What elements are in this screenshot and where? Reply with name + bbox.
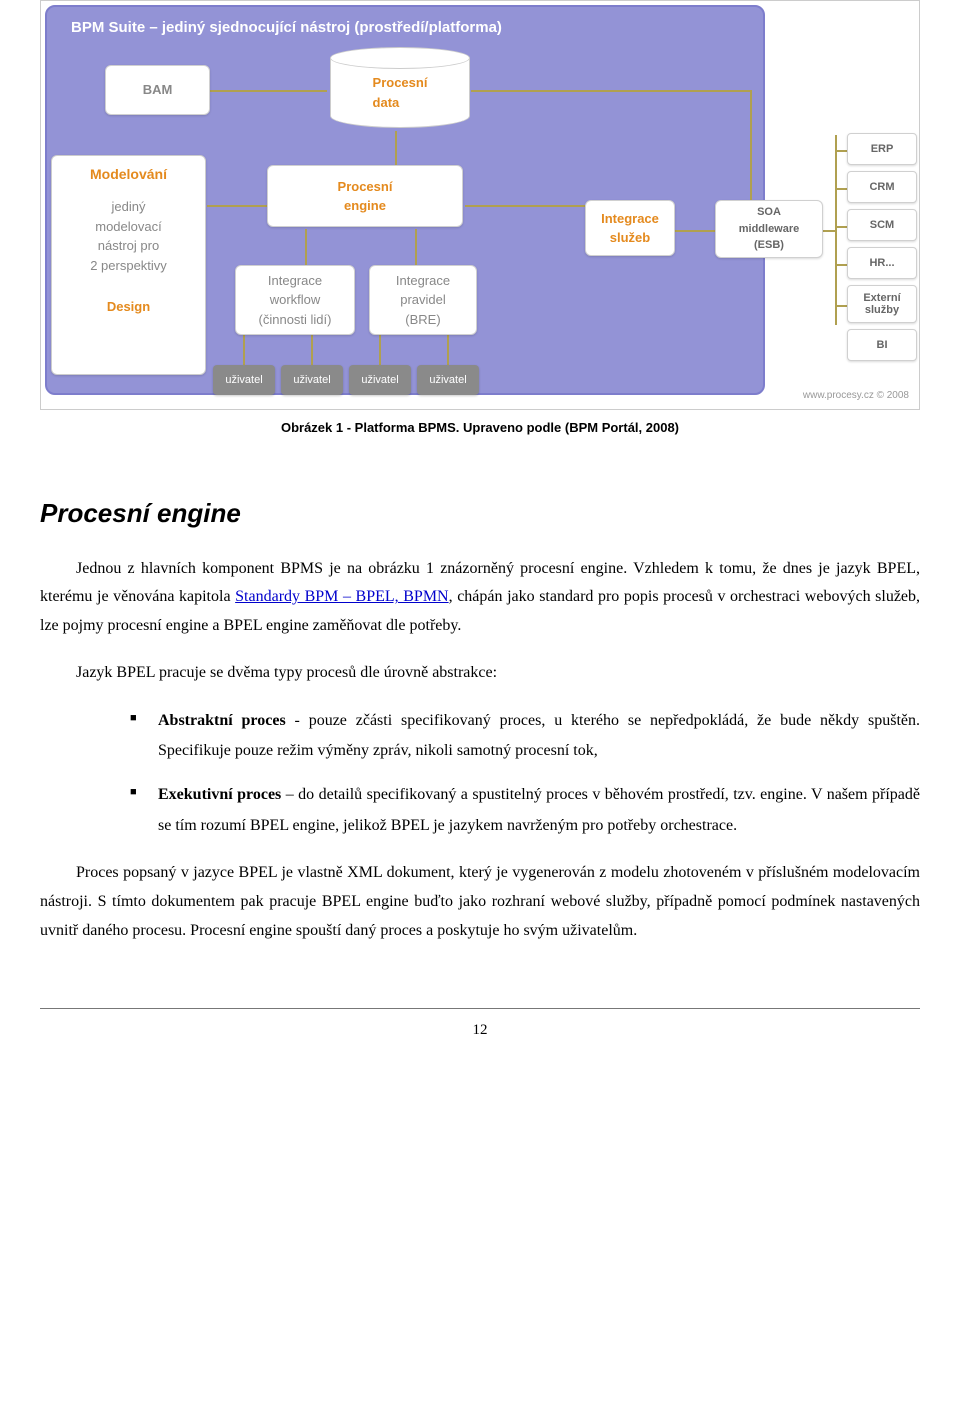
procesni-data-cylinder: Procesní data	[330, 47, 470, 128]
li1-bold: Abstraktní proces	[158, 712, 286, 729]
section-heading: Procesní engine	[40, 494, 920, 533]
procesni-engine-box: Procesní engine	[267, 165, 463, 227]
integrace-sluzeb-box: Integrace služeb	[585, 200, 675, 256]
ext-hr: HR...	[847, 247, 917, 279]
integrace-pravidel-box: Integrace pravidel (BRE)	[369, 265, 477, 335]
list-item: Exekutivní proces – do detailů specifiko…	[130, 780, 920, 841]
panel-title: BPM Suite – jediný sjednocující nástroj …	[47, 7, 763, 40]
standardy-link[interactable]: Standardy BPM – BPEL, BPMN	[235, 588, 448, 605]
ext-scm: SCM	[847, 209, 917, 241]
bpms-diagram: BPM Suite – jediný sjednocující nástroj …	[40, 0, 920, 410]
footer-divider	[40, 1008, 920, 1009]
page-number: 12	[0, 1019, 960, 1054]
bam-box: BAM	[105, 65, 210, 115]
diagram-credit: www.procesy.cz © 2008	[803, 388, 909, 403]
paragraph-2: Jazyk BPEL pracuje se dvěma typy procesů…	[40, 659, 920, 688]
modelovani-box: Modelování jediný modelovací nástroj pro…	[51, 155, 206, 375]
ext-externi-sluzby: Externí služby	[847, 285, 917, 323]
figure-caption: Obrázek 1 - Platforma BPMS. Upraveno pod…	[40, 418, 920, 438]
user-2: uživatel	[281, 365, 343, 395]
process-types-list: Abstraktní proces - pouze zčásti specifi…	[40, 706, 920, 842]
ext-crm: CRM	[847, 171, 917, 203]
soa-middleware-box: SOA middleware (ESB)	[715, 200, 823, 258]
modelovani-sub: jediný modelovací nástroj pro 2 perspekt…	[58, 197, 199, 275]
paragraph-1: Jednou z hlavních komponent BPMS je na o…	[40, 555, 920, 641]
ext-erp: ERP	[847, 133, 917, 165]
list-item: Abstraktní proces - pouze zčásti specifi…	[130, 706, 920, 767]
user-4: uživatel	[417, 365, 479, 395]
ext-bi: BI	[847, 329, 917, 361]
modelovani-header: Modelování	[58, 164, 199, 185]
paragraph-3: Proces popsaný v jazyce BPEL je vlastně …	[40, 859, 920, 945]
integrace-workflow-box: Integrace workflow (činnosti lidí)	[235, 265, 355, 335]
li2-bold: Exekutivní proces	[158, 786, 281, 803]
user-3: uživatel	[349, 365, 411, 395]
design-label: Design	[58, 297, 199, 317]
user-1: uživatel	[213, 365, 275, 395]
